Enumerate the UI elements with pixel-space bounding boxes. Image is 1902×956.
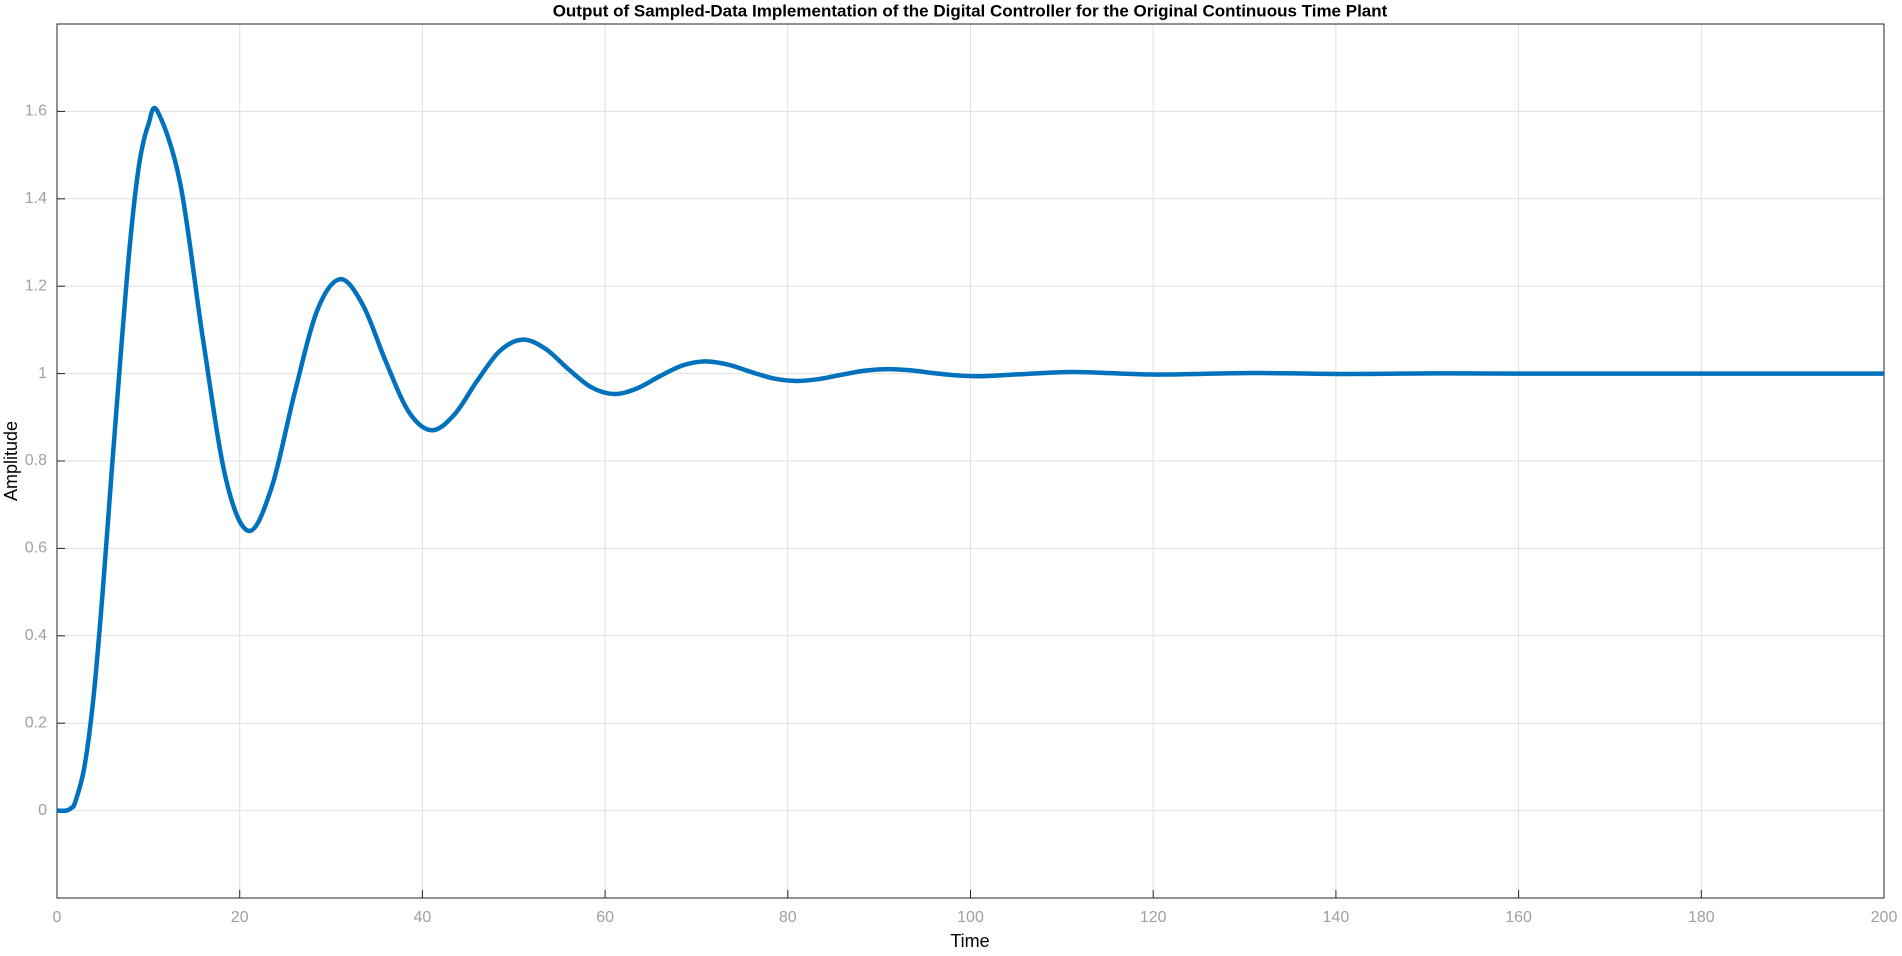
y-tick-label: 0.2 — [25, 714, 47, 731]
x-tick-label: 60 — [596, 909, 614, 926]
x-tick-label: 140 — [1323, 909, 1350, 926]
y-tick-label: 1.2 — [25, 277, 47, 294]
y-tick-label: 0.8 — [25, 452, 47, 469]
data-line — [56, 105, 1885, 814]
y-axis-label: Amplitude — [1, 421, 21, 501]
chart-title: Output of Sampled-Data Implementation of… — [553, 1, 1388, 20]
y-tick-label: 1 — [38, 365, 47, 382]
y-tick-label: 1.6 — [25, 103, 47, 120]
y-tick-label: 1.4 — [25, 190, 47, 207]
axes-box — [56, 23, 1885, 899]
y-tick-label: 0 — [38, 802, 47, 819]
x-tick-label: 100 — [957, 909, 984, 926]
y-tick-label: 0.4 — [25, 627, 47, 644]
x-tick-label: 120 — [1140, 909, 1167, 926]
x-tick-label: 40 — [414, 909, 432, 926]
x-tick-label: 0 — [53, 909, 62, 926]
x-tick-label: 80 — [779, 909, 797, 926]
y-tick-label: 0.6 — [25, 540, 47, 557]
x-tick-label: 180 — [1688, 909, 1715, 926]
x-axis-label: Time — [950, 931, 989, 951]
x-tick-label: 20 — [231, 909, 249, 926]
x-tick-label: 200 — [1871, 909, 1898, 926]
x-tick-label: 160 — [1505, 909, 1532, 926]
